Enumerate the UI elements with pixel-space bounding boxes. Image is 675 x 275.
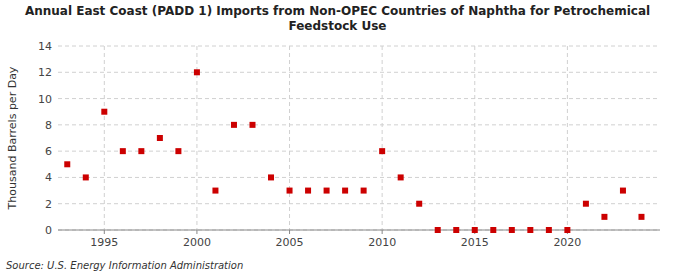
- point: [175, 148, 181, 154]
- point: [342, 188, 348, 194]
- point: [231, 122, 237, 128]
- y-tick-label: 6: [45, 145, 52, 158]
- x-grid-line: [474, 46, 475, 230]
- x-tick-label: 2015: [461, 236, 489, 249]
- y-tick-label: 2: [45, 198, 52, 211]
- point: [453, 227, 459, 233]
- point: [287, 188, 293, 194]
- y-tick-label: 0: [45, 224, 52, 237]
- y-grid-line: [58, 203, 660, 204]
- points: [64, 69, 644, 233]
- x-tick-label: 2005: [276, 236, 304, 249]
- point: [138, 148, 144, 154]
- point: [249, 122, 255, 128]
- point: [601, 214, 607, 220]
- y-grid-line: [58, 98, 660, 99]
- x-grid-line: [567, 46, 568, 230]
- point: [324, 188, 330, 194]
- point: [379, 148, 385, 154]
- title-line: Annual East Coast (PADD 1) Imports from …: [25, 4, 650, 18]
- title-line: Feedstock Use: [289, 19, 387, 33]
- point: [305, 188, 311, 194]
- x-tick-label: 2020: [553, 236, 581, 249]
- source-note: Source: U.S. Energy Information Administ…: [6, 260, 243, 271]
- y-tick-label: 4: [45, 171, 52, 184]
- point: [120, 148, 126, 154]
- point: [546, 227, 552, 233]
- point: [638, 214, 644, 220]
- point: [564, 227, 570, 233]
- grid: [58, 46, 660, 230]
- y-tick-label: 10: [38, 93, 52, 106]
- point: [268, 174, 274, 180]
- point: [490, 227, 496, 233]
- y-grid-line: [58, 72, 660, 73]
- point: [398, 174, 404, 180]
- y-axis-label: Thousand Barrels per Day: [6, 66, 19, 210]
- y-grid-line: [58, 177, 660, 178]
- x-grid-line: [289, 46, 290, 230]
- point: [472, 227, 478, 233]
- point: [435, 227, 441, 233]
- x-tick-label: 2010: [368, 236, 396, 249]
- title: Annual East Coast (PADD 1) Imports from …: [25, 4, 650, 33]
- point: [361, 188, 367, 194]
- x-tick: [382, 230, 383, 234]
- y-grid-line: [58, 151, 660, 152]
- point: [620, 188, 626, 194]
- x-tick: [104, 230, 105, 234]
- point: [212, 188, 218, 194]
- point: [509, 227, 515, 233]
- x-grid-line: [382, 46, 383, 230]
- y-tick-label: 14: [38, 40, 52, 53]
- y-tick-label: 8: [45, 119, 52, 132]
- x-tick: [289, 230, 290, 234]
- point: [101, 109, 107, 115]
- x-tick: [196, 230, 197, 234]
- chart: Annual East Coast (PADD 1) Imports from …: [0, 0, 675, 275]
- x-tick-label: 1995: [90, 236, 118, 249]
- point: [83, 174, 89, 180]
- y-grid-line: [58, 124, 660, 125]
- point: [416, 201, 422, 207]
- point: [64, 161, 70, 167]
- axes: 0 2 4 6 8 10 12 14 1995 2000 2005 2010 2015 2020: [38, 40, 660, 249]
- x-grid-line: [104, 46, 105, 230]
- x-tick-label: 2000: [183, 236, 211, 249]
- point: [194, 69, 200, 75]
- y-grid-line: [58, 46, 660, 47]
- point: [527, 227, 533, 233]
- point: [583, 201, 589, 207]
- point: [157, 135, 163, 141]
- y-tick-label: 12: [38, 66, 52, 79]
